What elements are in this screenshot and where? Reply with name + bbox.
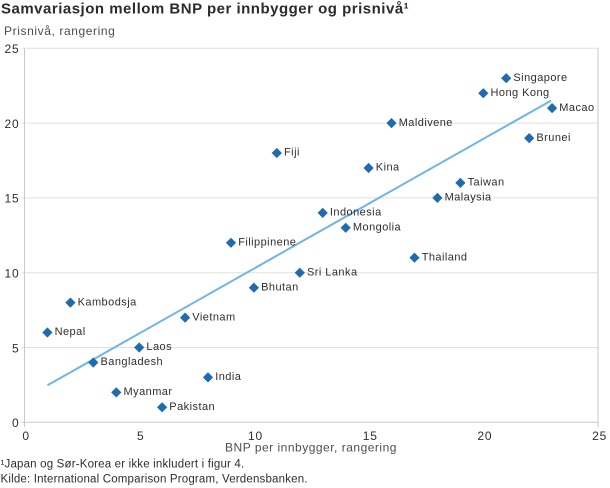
svg-text:¹Japan og Sør-Korea er ikke in: ¹Japan og Sør-Korea er ikke inkludert i … xyxy=(1,459,245,471)
svg-text:Nepal: Nepal xyxy=(55,326,86,338)
svg-text:Kambodsja: Kambodsja xyxy=(78,296,138,308)
svg-text:Prisnivå, rangering: Prisnivå, rangering xyxy=(4,24,115,38)
svg-text:0: 0 xyxy=(12,416,19,430)
svg-text:Thailand: Thailand xyxy=(422,251,468,263)
svg-text:Indonesia: Indonesia xyxy=(330,207,382,219)
svg-text:BNP per innbygger, rangering: BNP per innbygger, rangering xyxy=(225,441,397,455)
svg-text:Bhutan: Bhutan xyxy=(261,281,299,293)
svg-text:10: 10 xyxy=(248,429,263,443)
svg-text:5: 5 xyxy=(137,429,144,443)
svg-text:Sri Lanka: Sri Lanka xyxy=(307,266,358,278)
svg-text:Fiji: Fiji xyxy=(284,147,300,159)
svg-text:Macao: Macao xyxy=(559,102,594,114)
svg-text:India: India xyxy=(215,371,242,383)
svg-text:Kina: Kina xyxy=(376,162,400,174)
svg-text:Taiwan: Taiwan xyxy=(468,177,505,189)
svg-text:Vietnam: Vietnam xyxy=(192,311,235,323)
svg-text:10: 10 xyxy=(5,267,20,281)
svg-text:Pakistan: Pakistan xyxy=(169,401,215,413)
svg-text:15: 15 xyxy=(363,429,378,443)
svg-text:20: 20 xyxy=(477,429,492,443)
svg-text:Bangladesh: Bangladesh xyxy=(101,356,164,368)
svg-text:Filippinene: Filippinene xyxy=(238,237,296,249)
svg-text:Malaysia: Malaysia xyxy=(445,192,492,204)
svg-text:Laos: Laos xyxy=(146,341,172,353)
svg-text:0: 0 xyxy=(22,429,29,443)
svg-text:20: 20 xyxy=(5,117,20,131)
svg-text:Singapore: Singapore xyxy=(513,72,567,84)
svg-text:Myanmar: Myanmar xyxy=(124,386,173,398)
svg-text:Maldivene: Maldivene xyxy=(399,117,453,129)
svg-text:5: 5 xyxy=(12,341,19,355)
svg-text:Samvariasjon mellom BNP per in: Samvariasjon mellom BNP per innbygger og… xyxy=(1,1,409,18)
svg-text:Kilde: International Compariso: Kilde: International Comparison Program,… xyxy=(1,474,308,486)
svg-text:15: 15 xyxy=(5,192,20,206)
svg-text:Mongolia: Mongolia xyxy=(353,222,402,234)
svg-text:25: 25 xyxy=(592,429,607,443)
svg-text:25: 25 xyxy=(5,42,20,56)
svg-text:Brunei: Brunei xyxy=(536,132,571,144)
svg-text:Hong Kong: Hong Kong xyxy=(491,87,550,99)
